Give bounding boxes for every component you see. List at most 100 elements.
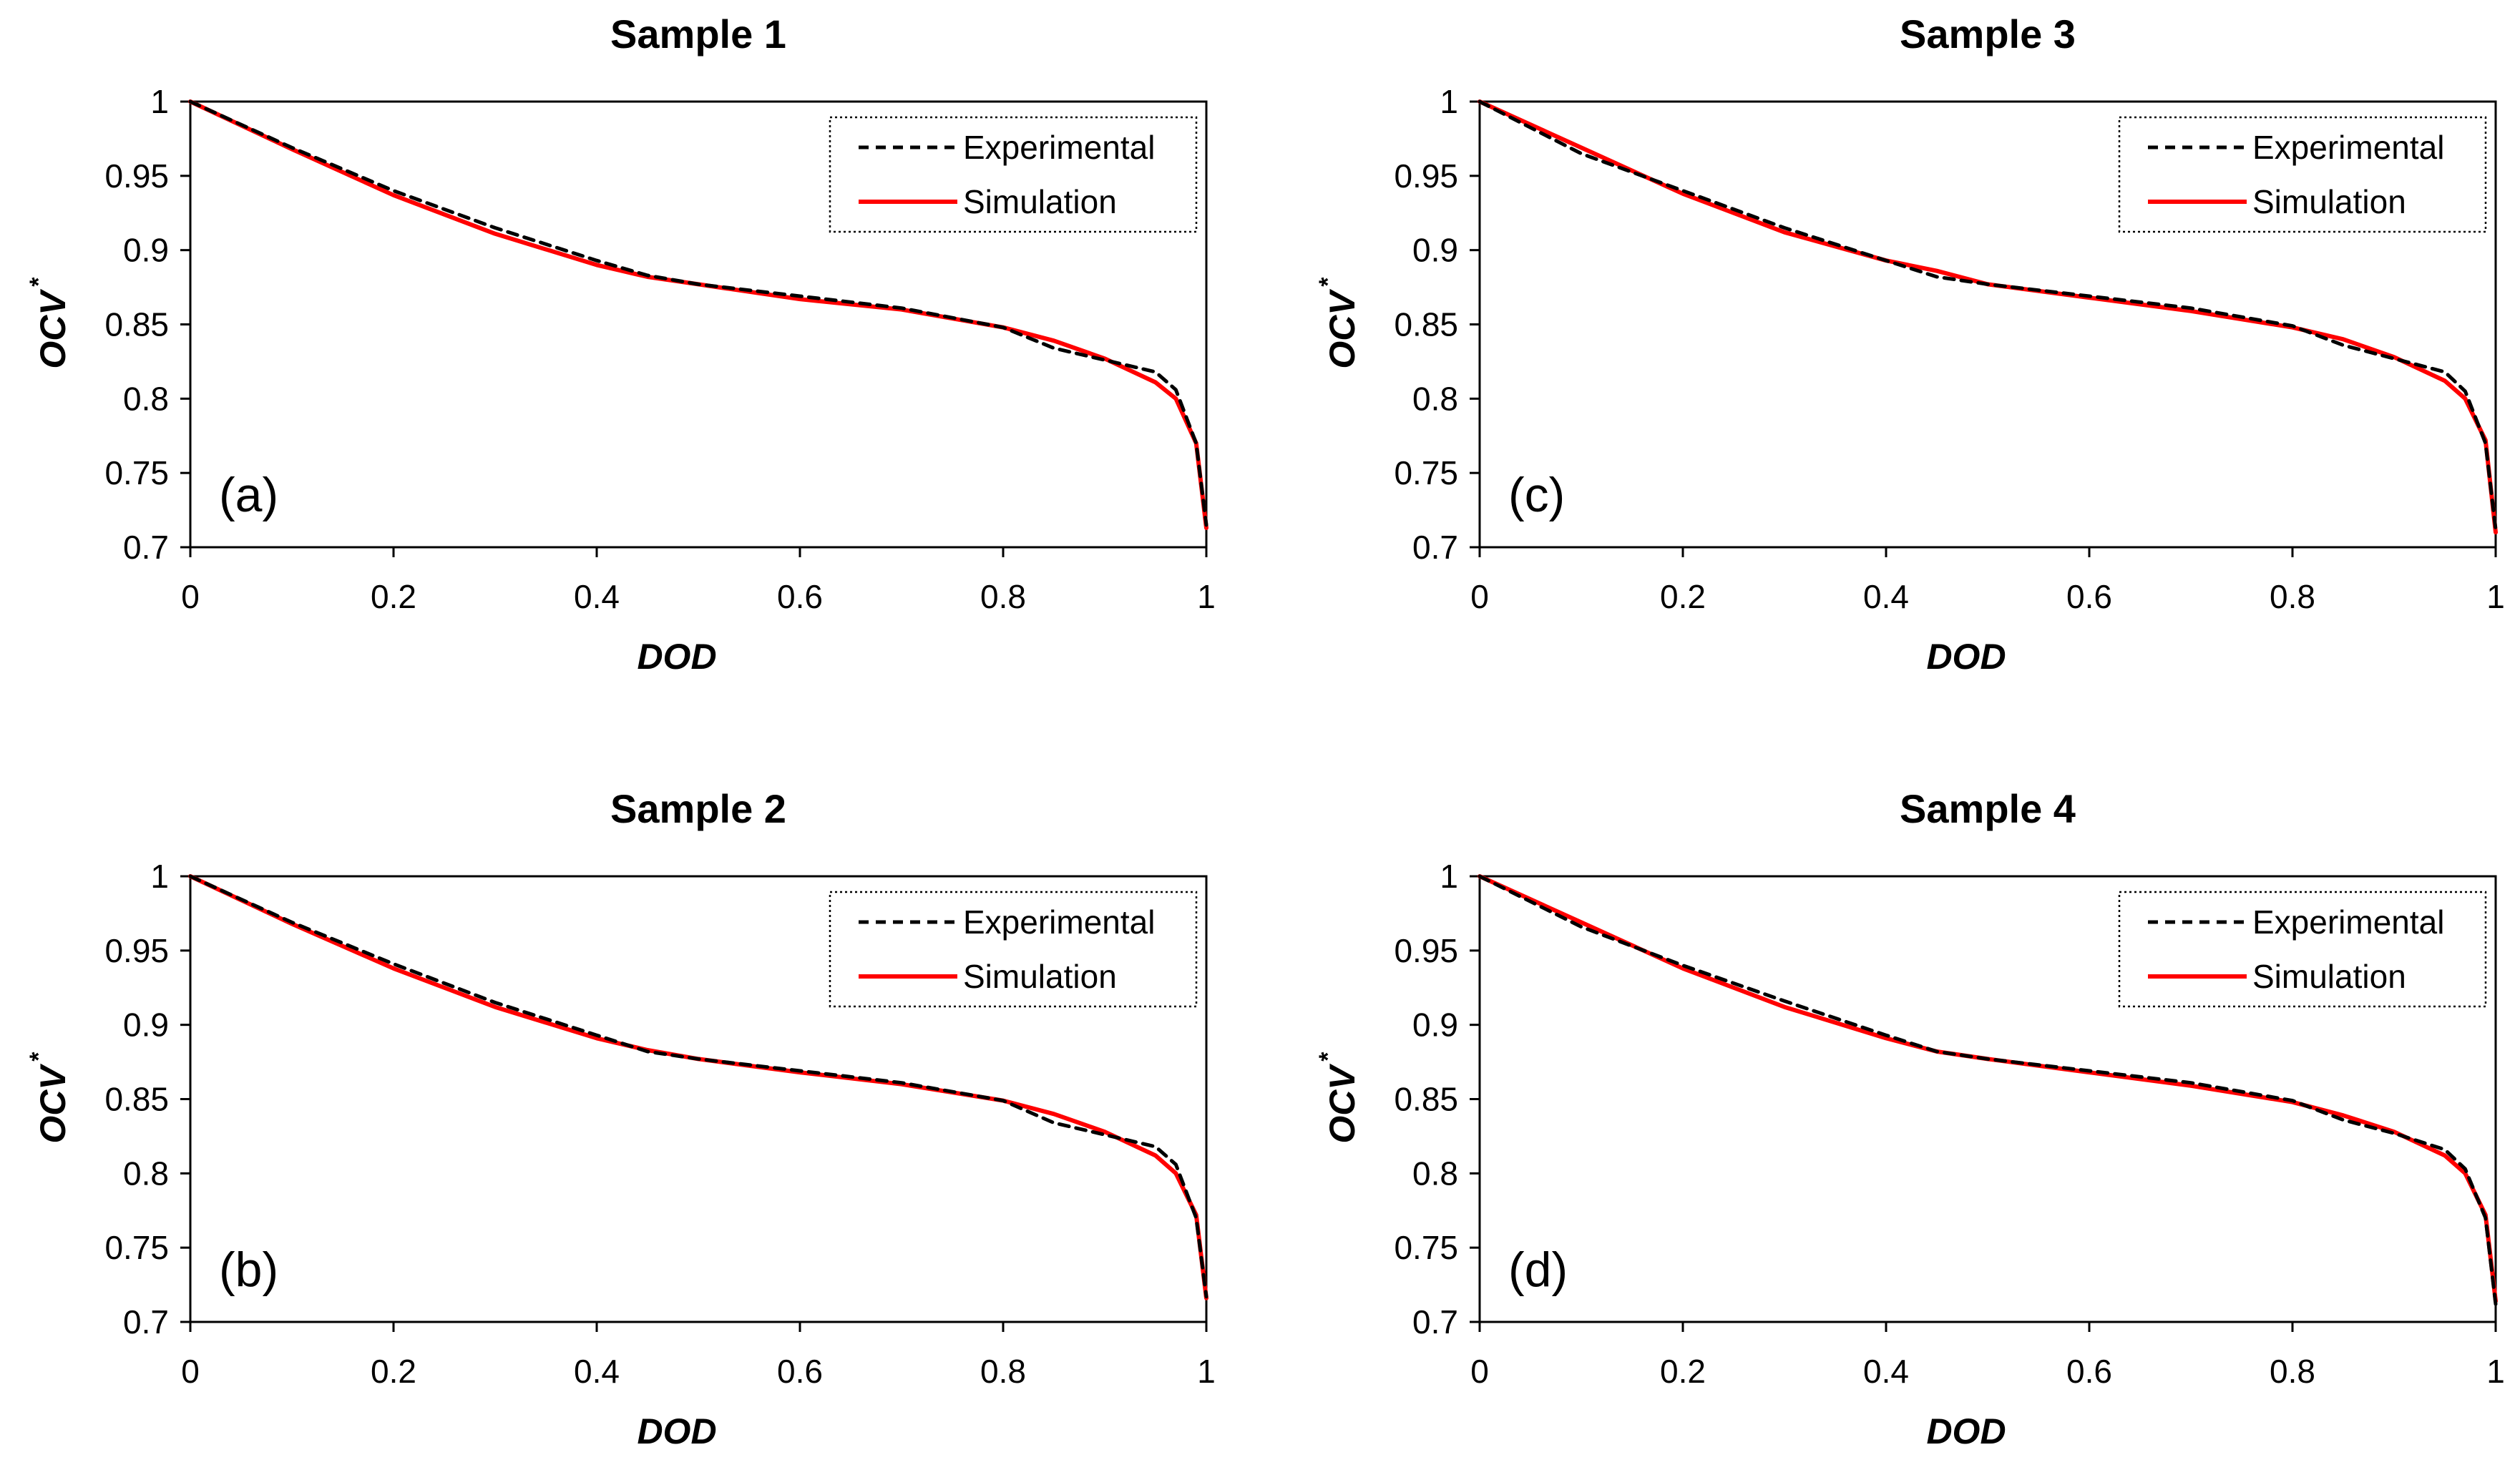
y-tick-label: 0.95 bbox=[1394, 932, 1458, 969]
series-line-simulation bbox=[1478, 874, 2498, 1303]
x-tick-label: 0 bbox=[1470, 1353, 1489, 1390]
x-tick-label: 1 bbox=[1197, 578, 1216, 615]
x-tick-label: 1 bbox=[2486, 578, 2505, 615]
legend-label: Experimental bbox=[963, 129, 1155, 166]
y-tick-label: 0.9 bbox=[1412, 232, 1458, 269]
legend-box bbox=[2118, 891, 2487, 1008]
x-tick-label: 0.4 bbox=[574, 578, 620, 615]
legend-label: Simulation bbox=[2252, 958, 2406, 995]
x-axis-label: DOD bbox=[637, 1411, 716, 1451]
y-axis-label: OCV bbox=[1322, 1064, 1362, 1144]
y-axis-label-group: OCV* bbox=[25, 277, 73, 369]
chart-a: 0.7 0.75 0.8 0.85 0.9 0.95 1 0 0.2 0.4 0.6 0.8 1 Samp… bbox=[25, 11, 1216, 677]
y-tick-label: 0.75 bbox=[1394, 454, 1458, 491]
y-tick-label: 0.7 bbox=[1412, 529, 1458, 566]
x-tick-label: 1 bbox=[2486, 1353, 2505, 1390]
y-tick-label: 0.85 bbox=[1394, 306, 1458, 343]
y-tick-label: 0.7 bbox=[1412, 1303, 1458, 1341]
y-axis-label-group: OCV* bbox=[1314, 277, 1362, 369]
x-tick-label: 0 bbox=[1470, 578, 1489, 615]
y-tick-label: 0.75 bbox=[1394, 1229, 1458, 1266]
legend-box bbox=[829, 891, 1198, 1008]
x-axis-label: DOD bbox=[1926, 637, 2006, 677]
x-tick-label: 0.2 bbox=[1660, 1353, 1706, 1390]
y-tick-label: 1 bbox=[1440, 858, 1458, 895]
y-axis-label: OCV bbox=[33, 1064, 73, 1144]
series-line-experimental bbox=[1478, 874, 2498, 1306]
y-tick-label: 0.9 bbox=[1412, 1006, 1458, 1044]
legend: Experimental Simulation bbox=[2118, 116, 2487, 233]
y-tick-label: 1 bbox=[150, 858, 169, 895]
legend-label: Simulation bbox=[2252, 183, 2406, 220]
legend-label: Experimental bbox=[963, 903, 1155, 941]
chart-b: 0.7 0.75 0.8 0.85 0.9 0.95 1 0 0.2 0.4 0.6 0.8 1 Samp… bbox=[25, 786, 1216, 1451]
x-tick-label: 0.4 bbox=[1863, 578, 1909, 615]
y-tick-label: 0.75 bbox=[104, 454, 169, 491]
legend: Experimental Simulation bbox=[829, 891, 1198, 1008]
y-axis-label-superscript: * bbox=[25, 1052, 52, 1062]
panel-label: (d) bbox=[1508, 1243, 1568, 1297]
y-tick-label: 0.9 bbox=[123, 232, 169, 269]
x-tick-label: 0 bbox=[181, 1353, 200, 1390]
legend-box bbox=[829, 116, 1198, 233]
y-axis-label-group: OCV * bbox=[25, 1052, 73, 1144]
x-tick-label: 0.8 bbox=[2270, 578, 2315, 615]
panel-label: (b) bbox=[219, 1243, 278, 1297]
series-line-experimental bbox=[188, 874, 1208, 1299]
x-tick-label: 0.8 bbox=[980, 578, 1026, 615]
plot-border bbox=[190, 875, 1208, 1322]
legend: Experimental Simulation bbox=[2118, 891, 2487, 1008]
x-tick-label: 0 bbox=[181, 578, 200, 615]
x-tick-label: 0.2 bbox=[371, 578, 416, 615]
y-axis-label: OCV bbox=[33, 289, 73, 369]
legend-label: Experimental bbox=[2252, 129, 2444, 166]
y-tick-label: 0.9 bbox=[123, 1006, 169, 1044]
y-tick-label: 0.85 bbox=[104, 306, 169, 343]
y-tick-label: 0.8 bbox=[123, 1155, 169, 1192]
legend-label: Experimental bbox=[2252, 903, 2444, 941]
x-tick-label: 0.6 bbox=[777, 1353, 823, 1390]
x-tick-label: 0.8 bbox=[2270, 1353, 2315, 1390]
chart-c: 0.7 0.75 0.8 0.85 0.9 0.95 1 0 0.2 0.4 0.6 0.8 1 Samp… bbox=[1314, 11, 2505, 677]
panel-label: (c) bbox=[1508, 468, 1565, 522]
chart-title: Sample 4 bbox=[1900, 786, 2076, 831]
y-tick-label: 0.7 bbox=[123, 529, 169, 566]
x-tick-label: 1 bbox=[1197, 1353, 1216, 1390]
x-axis-label: DOD bbox=[637, 637, 716, 677]
legend: Experimental Simulation bbox=[829, 116, 1198, 233]
legend-box bbox=[2118, 116, 2487, 233]
y-axis-label-superscript: * bbox=[1314, 1052, 1342, 1062]
x-tick-label: 0.2 bbox=[1660, 578, 1706, 615]
y-tick-label: 1 bbox=[150, 83, 169, 120]
x-axis-label: DOD bbox=[1926, 1411, 2006, 1451]
x-tick-label: 0.4 bbox=[1863, 1353, 1909, 1390]
y-tick-label: 0.7 bbox=[123, 1303, 169, 1341]
y-tick-label: 0.8 bbox=[1412, 380, 1458, 417]
series-line-simulation bbox=[1478, 99, 2498, 535]
chart-title: Sample 2 bbox=[610, 786, 786, 831]
x-tick-label: 0.4 bbox=[574, 1353, 620, 1390]
x-tick-label: 0.2 bbox=[371, 1353, 416, 1390]
chart-title: Sample 1 bbox=[610, 11, 786, 57]
plot-border bbox=[1480, 875, 2497, 1322]
y-tick-label: 0.8 bbox=[1412, 1155, 1458, 1192]
legend-label: Simulation bbox=[963, 958, 1117, 995]
series-line-simulation bbox=[188, 99, 1208, 530]
panel-label: (a) bbox=[219, 468, 278, 522]
y-tick-label: 0.75 bbox=[104, 1229, 169, 1266]
y-axis-label-superscript: * bbox=[1314, 277, 1342, 288]
y-tick-label: 0.95 bbox=[104, 932, 169, 969]
series-line-experimental bbox=[188, 99, 1208, 527]
chart-d: 0.7 0.75 0.8 0.85 0.9 0.95 1 0 0.2 0.4 0.6 0.8 1 Samp… bbox=[1314, 786, 2505, 1451]
y-tick-label: 0.85 bbox=[104, 1081, 169, 1118]
y-axis-label-superscript: * bbox=[25, 277, 52, 288]
x-tick-label: 0.6 bbox=[2066, 1353, 2112, 1390]
plot-border bbox=[190, 100, 1208, 547]
series-line-experimental bbox=[1478, 99, 2498, 531]
legend-label: Simulation bbox=[963, 183, 1117, 220]
y-tick-label: 0.8 bbox=[123, 380, 169, 417]
y-axis-label: OCV bbox=[1322, 289, 1362, 369]
y-tick-label: 0.95 bbox=[1394, 157, 1458, 195]
y-tick-label: 0.85 bbox=[1394, 1081, 1458, 1118]
